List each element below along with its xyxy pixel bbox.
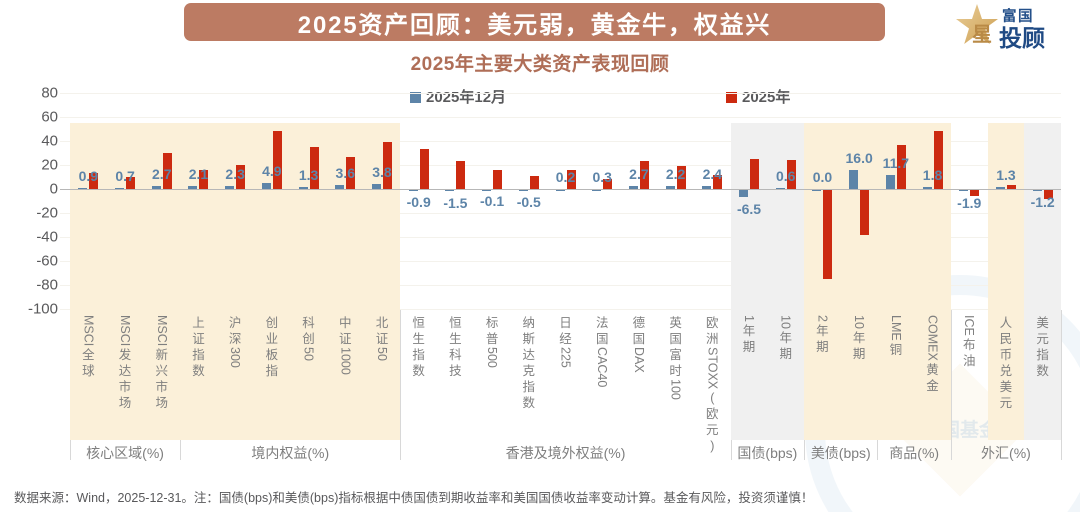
svg-text:投顾: 投顾: [999, 25, 1045, 51]
svg-text:星: 星: [972, 23, 992, 46]
svg-text:富国: 富国: [1002, 7, 1034, 25]
